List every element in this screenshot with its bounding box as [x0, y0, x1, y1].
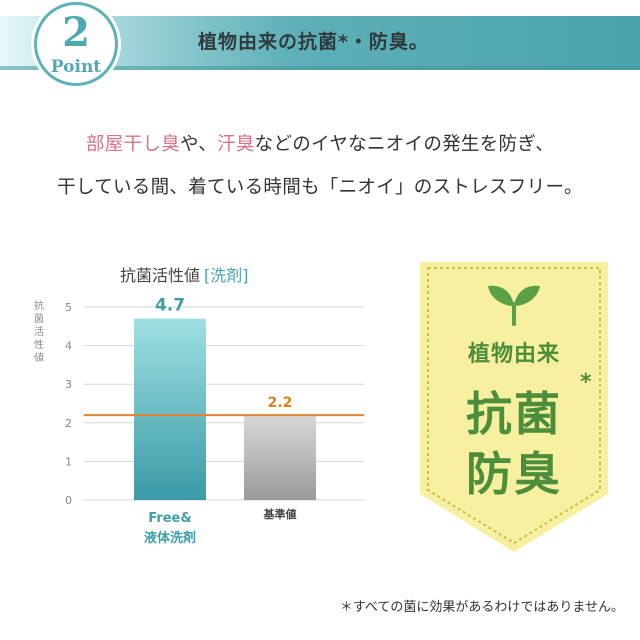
- badge-line-antibacterial: 抗菌: [466, 387, 562, 441]
- header-title: 植物由来の抗菌*・防臭。: [198, 31, 429, 53]
- badge-line-deodorant: 防臭: [466, 447, 562, 501]
- lead-line-2: 干している間、着ている時間も「ニオイ」のストレスフリー。: [57, 177, 583, 198]
- y-tick-label: 4: [65, 340, 72, 353]
- sprout-icon: [488, 285, 540, 326]
- x-category-reference: 基準値: [263, 508, 297, 521]
- point-number: 2: [62, 9, 90, 56]
- lead-line-1: 部屋干し臭や、汗臭などのイヤなニオイの発生を防ぎ、: [0, 130, 640, 156]
- y-tick-label: 2: [65, 417, 72, 430]
- chart-title: 抗菌活性値 [洗剤]: [120, 262, 249, 286]
- data-label: 2.2: [268, 395, 293, 411]
- x-category-free-line1: Free&: [148, 511, 192, 526]
- y-tick-label: 1: [65, 455, 72, 468]
- y-tick-label: 5: [65, 301, 72, 314]
- lead-accent-room-dry-odor: 部屋干し臭: [86, 134, 181, 155]
- footnote: ＊すべての菌に効果があるわけではありません。: [339, 600, 624, 615]
- lead-text: などのイヤなニオイの発生を防ぎ、: [254, 134, 554, 155]
- bar: [244, 415, 316, 500]
- y-tick-label: 0: [65, 494, 72, 507]
- x-category-free-line2: 液体洗剤: [143, 531, 196, 546]
- y-tick-label: 3: [65, 378, 72, 391]
- plant-derived-badge: 植物由来 抗菌 * 防臭: [418, 262, 610, 554]
- lead-accent-sweat-odor: 汗臭: [217, 134, 255, 155]
- data-label: 4.7: [155, 296, 185, 316]
- badge-ribbon-shape: [420, 262, 608, 552]
- lead-text: や、: [180, 134, 218, 155]
- bar: [134, 318, 206, 500]
- point-label: Point: [50, 57, 102, 77]
- chart-title-text: 抗菌活性値: [120, 266, 201, 285]
- chart-title-tag: [洗剤]: [204, 266, 249, 285]
- point-badge: 2 Point: [34, 2, 118, 86]
- x-category-free: Free& 液体洗剤: [122, 509, 218, 549]
- badge-line-plant-derived: 植物由来: [467, 342, 560, 367]
- badge-asterisk: *: [580, 370, 592, 395]
- y-axis-label: 抗菌活性値: [34, 301, 44, 364]
